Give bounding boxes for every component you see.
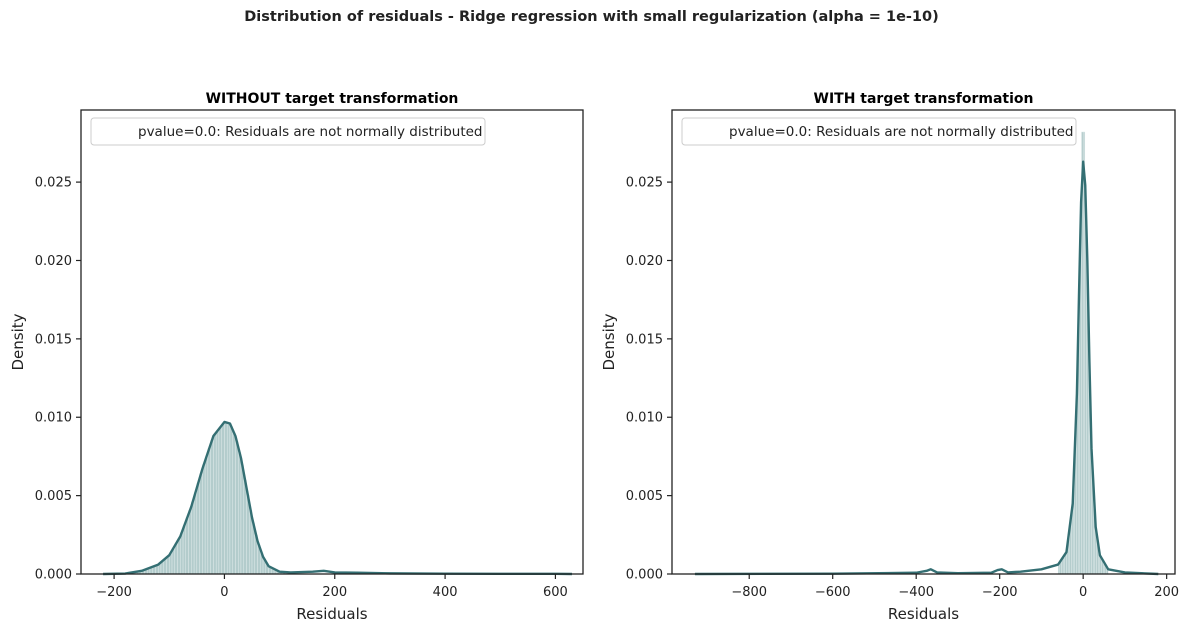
x-tick-label: 0 [1079, 585, 1087, 600]
y-tick-label: 0.000 [35, 568, 72, 583]
x-tick-label: 600 [543, 585, 568, 600]
histogram-bar [213, 434, 216, 574]
axes-frame [672, 110, 1175, 574]
y-axis-label: Density [600, 313, 618, 370]
histogram-bar [186, 518, 189, 574]
x-tick-label: −600 [815, 585, 851, 600]
figure-suptitle: Distribution of residuals - Ridge regres… [244, 9, 939, 25]
histogram-bar [235, 442, 238, 574]
chart-panel-without-transformation: −200 0 200 400 600 0.000 0.005 0.010 0.015 0.020 0… [9, 91, 583, 623]
y-tick-label: 0.005 [35, 489, 72, 504]
x-tick-label: −800 [731, 585, 767, 600]
histogram-bar [194, 492, 197, 574]
histogram-bar [224, 422, 227, 574]
histogram-bar [167, 556, 170, 574]
x-tick-label: 400 [433, 585, 458, 600]
histogram-bar [233, 433, 236, 574]
histogram-bar [178, 539, 181, 574]
y-tick-label: 0.020 [35, 254, 72, 269]
histogram-bar [189, 510, 192, 574]
x-tick-label: 200 [322, 585, 347, 600]
histogram-bar [1065, 553, 1067, 574]
x-axis-label: Residuals [888, 605, 959, 623]
y-tick-label: 0.025 [626, 176, 663, 191]
x-axis-label: Residuals [296, 605, 367, 623]
legend-label: pvalue=0.0: Residuals are not normally d… [138, 124, 483, 140]
histogram-bar [230, 427, 233, 574]
chart-title: WITHOUT target transformation [206, 91, 459, 107]
histogram-bar [244, 480, 247, 574]
y-tick-label: 0.015 [35, 332, 72, 347]
histogram-bar [200, 474, 203, 574]
y-tick-label: 0.015 [626, 332, 663, 347]
histogram-bar [211, 440, 214, 574]
chart-panel-with-transformation: −800 −600 −400 −200 0 200 0.000 0.005 0.010 0.015… [600, 91, 1179, 623]
histogram-bar [238, 453, 241, 574]
histogram-bar [227, 423, 230, 574]
x-tick-label: −200 [982, 585, 1018, 600]
histogram-bar [246, 495, 249, 574]
histogram-bar [208, 448, 211, 574]
x-tick-label: 200 [1154, 585, 1179, 600]
histogram-bar [197, 483, 200, 574]
histogram-bar [202, 465, 205, 574]
y-tick-label: 0.010 [35, 411, 72, 426]
y-tick-label: 0.005 [626, 489, 663, 504]
x-tick-label: −200 [96, 585, 132, 600]
y-tick-label: 0.010 [626, 411, 663, 426]
histogram-bar [219, 427, 222, 574]
histogram-bar [183, 525, 186, 574]
y-tick-label: 0.000 [626, 568, 663, 583]
histogram-bar [216, 431, 219, 574]
histogram-bar [180, 533, 183, 574]
y-axis-label: Density [9, 313, 27, 370]
x-tick-label: 0 [220, 585, 228, 600]
y-tick-label: 0.020 [626, 254, 663, 269]
histogram-bar [222, 424, 225, 574]
x-tick-label: −400 [898, 585, 934, 600]
histogram-bar [205, 457, 208, 574]
histogram-bar [191, 502, 194, 574]
chart-title: WITH target transformation [814, 91, 1034, 107]
legend-label: pvalue=0.0: Residuals are not normally d… [729, 124, 1074, 140]
axes-frame [81, 110, 583, 574]
histogram-bar [175, 543, 178, 574]
histogram-bar [241, 465, 244, 574]
y-tick-label: 0.025 [35, 176, 72, 191]
